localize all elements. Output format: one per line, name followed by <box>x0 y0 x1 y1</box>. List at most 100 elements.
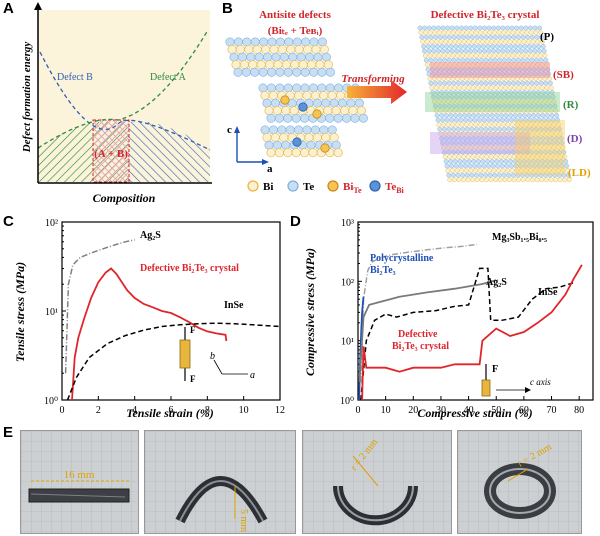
crystal-atom <box>491 145 497 151</box>
crystal-atom <box>498 85 504 91</box>
lattice-atom <box>279 133 289 143</box>
lattice-atom <box>269 45 279 55</box>
crystal-atom <box>446 172 452 178</box>
crystal-atom <box>473 30 479 35</box>
lattice-atom <box>262 133 272 143</box>
crystal-atom <box>504 117 510 123</box>
crystal-atom <box>488 177 494 183</box>
crystal-atom <box>486 48 492 54</box>
crystal-atom <box>453 113 458 118</box>
crystal-atom <box>472 71 478 77</box>
crystal-atom <box>554 113 560 118</box>
crystal-atom <box>485 67 491 72</box>
crystal-atom <box>514 48 519 54</box>
crystal-atom <box>461 85 467 91</box>
photo-ring-strip-drawing: r = 2 mm <box>458 431 581 533</box>
lattice-atom <box>310 125 320 135</box>
crystal-atom <box>461 131 467 137</box>
crystal-atom <box>487 172 493 178</box>
crystal-atom <box>508 158 513 164</box>
crystal-atom <box>565 168 570 174</box>
panel-c-ylabel: Tensile stress (MPa) <box>13 262 27 362</box>
crystal-atom <box>423 34 429 40</box>
crystal-atom <box>482 76 488 82</box>
crystal-atom <box>499 140 505 146</box>
crystal-atom <box>449 25 455 31</box>
crystal-atom <box>472 25 478 31</box>
crystal-atom <box>448 113 454 118</box>
crystal-atom <box>495 163 500 169</box>
crystal-atom <box>531 44 537 49</box>
crystal-atom <box>476 113 481 118</box>
crystal-atom <box>553 154 558 160</box>
crystal-atom <box>499 117 505 123</box>
crystal-atom <box>429 39 435 45</box>
crystal-atom <box>467 71 473 77</box>
crystal-atom <box>424 39 430 45</box>
lattice-atom <box>325 67 335 77</box>
crystal-atom <box>469 80 475 86</box>
crystal-atom <box>482 168 488 174</box>
lattice-atom <box>285 125 295 135</box>
crystal-atom <box>524 149 530 155</box>
crystal-atom <box>456 34 462 40</box>
crystal-atom <box>473 76 479 82</box>
lattice-atom <box>254 52 264 62</box>
crystal-atom <box>446 80 452 86</box>
crystal-atom <box>527 48 533 54</box>
crystal-atom <box>477 122 483 128</box>
crystal-atom <box>456 154 462 160</box>
crystal-atom <box>492 34 498 40</box>
crystal-atom <box>562 154 568 160</box>
crystal-atom <box>474 57 480 63</box>
lattice-atom <box>235 45 245 55</box>
crystal-atom <box>492 80 498 86</box>
crystal-atom <box>485 113 491 118</box>
crystal-atom <box>501 149 507 155</box>
crystal-atom <box>549 90 555 95</box>
defective-crystal-title: Defective Bi₂Te₃ crystal <box>431 9 540 21</box>
photo-bent-strip-label: 5 mm <box>238 509 249 532</box>
crystal-atom <box>510 172 516 178</box>
crystal-atom <box>511 80 516 86</box>
crystal-atom <box>437 103 443 109</box>
crystal-atom <box>559 140 565 146</box>
label-inse: InSe <box>224 300 244 311</box>
crystal-atom <box>462 163 468 169</box>
panel-d-plot-area: 0 10 20 30 40 50 60 70 80 10⁰ 10¹ 10² 10³ <box>340 218 594 416</box>
crystal-atom <box>502 131 508 137</box>
crystal-atom <box>543 154 549 160</box>
crystal-atom <box>440 94 446 100</box>
crystal-atom <box>494 90 500 95</box>
crystal-atom <box>514 25 519 31</box>
crystal-atom <box>507 85 513 91</box>
crystal-atom <box>462 158 467 164</box>
c-axis-label: c axis <box>530 377 551 387</box>
crystal-atom <box>441 76 447 82</box>
crystal-atom <box>552 103 558 109</box>
crystal-atom <box>468 53 474 58</box>
crystal-atom <box>519 53 525 58</box>
lattice-atom <box>321 98 331 108</box>
crystal-atom <box>431 25 437 31</box>
crystal-atom <box>455 76 460 82</box>
crystal-atom <box>523 168 529 174</box>
lattice-atom <box>291 148 301 158</box>
lattice-atom <box>264 140 274 150</box>
crystal-atom <box>490 163 496 169</box>
crystal-atom <box>501 30 507 35</box>
crystal-atom <box>546 71 551 77</box>
crystal-atom <box>475 39 481 45</box>
crystal-atom <box>428 57 434 63</box>
lattice-atom <box>317 83 327 93</box>
crystal-atom <box>547 76 552 82</box>
crystal-atom <box>504 25 510 31</box>
label-polycrystalline-bi2te3: Bi₂Te₃ <box>370 265 396 276</box>
lattice-atom <box>256 60 266 70</box>
crystal-atom <box>502 154 508 160</box>
crystal-atom <box>468 145 474 151</box>
crystal-atom <box>449 94 455 100</box>
lattice-atom <box>281 106 291 116</box>
crystal-atom <box>452 131 457 137</box>
crystal-atom <box>445 145 451 151</box>
